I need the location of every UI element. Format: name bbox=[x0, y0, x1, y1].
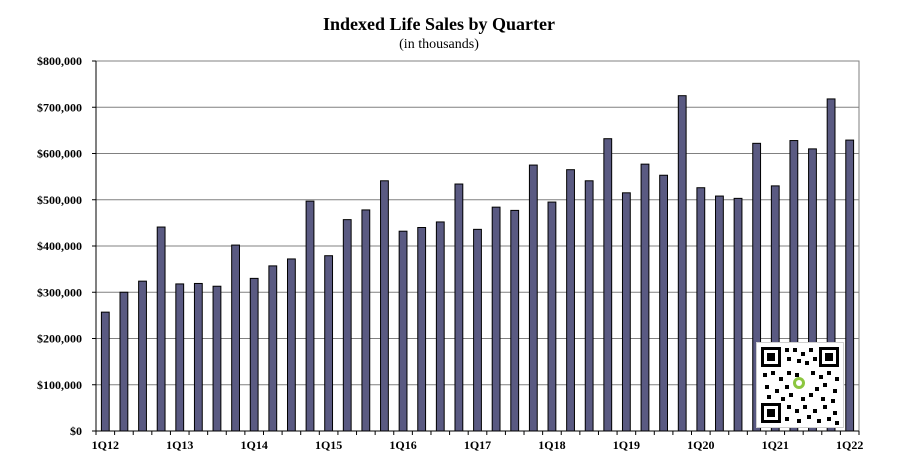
x-tick-label: 1Q22 bbox=[836, 438, 863, 452]
bar-1Q14 bbox=[249, 277, 259, 432]
bar-2Q14 bbox=[268, 265, 278, 432]
x-tick-label: 1Q14 bbox=[241, 438, 268, 452]
bar-2Q19 bbox=[640, 163, 650, 432]
x-tick-label: 1Q18 bbox=[538, 438, 565, 452]
y-tick-label: $800,000 bbox=[37, 54, 82, 68]
x-tick-label: 1Q20 bbox=[687, 438, 714, 452]
bar-3Q14 bbox=[286, 258, 296, 432]
bar-3Q18 bbox=[584, 180, 594, 432]
bar-1Q15 bbox=[324, 255, 334, 432]
bar-3Q13 bbox=[212, 285, 222, 432]
x-tick-label: 1Q12 bbox=[92, 438, 119, 452]
x-tick-label: 1Q21 bbox=[762, 438, 789, 452]
bar-2Q12 bbox=[119, 291, 129, 432]
bar-4Q16 bbox=[454, 183, 464, 432]
bar-3Q16 bbox=[435, 221, 445, 432]
y-tick-label: $0 bbox=[70, 424, 82, 438]
y-tick-label: $100,000 bbox=[37, 378, 82, 392]
y-tick-label: $600,000 bbox=[37, 147, 82, 161]
x-tick-label: 1Q13 bbox=[166, 438, 193, 452]
y-tick-label: $500,000 bbox=[37, 193, 82, 207]
bar-4Q13 bbox=[231, 244, 240, 432]
bar-1Q20 bbox=[696, 187, 706, 432]
bar-1Q17 bbox=[473, 228, 482, 432]
bar-4Q15 bbox=[380, 180, 389, 432]
bar-3Q19 bbox=[659, 174, 669, 432]
bar-2Q18 bbox=[566, 169, 575, 432]
y-tick-label: $200,000 bbox=[37, 332, 82, 346]
bar-3Q17 bbox=[510, 209, 520, 432]
y-tick-label: $400,000 bbox=[37, 239, 82, 253]
bar-2Q20 bbox=[715, 195, 724, 432]
bar-4Q14 bbox=[305, 200, 315, 432]
x-tick-label: 1Q15 bbox=[315, 438, 342, 452]
bar-1Q16 bbox=[398, 230, 408, 432]
x-tick-label: 1Q16 bbox=[389, 438, 416, 452]
bar-3Q15 bbox=[361, 209, 371, 432]
bar-1Q13 bbox=[175, 283, 185, 432]
bar-3Q12 bbox=[138, 280, 147, 432]
bar-2Q13 bbox=[193, 282, 203, 432]
bar-1Q19 bbox=[621, 192, 631, 432]
y-tick-label: $700,000 bbox=[37, 100, 82, 114]
bar-1Q22 bbox=[845, 139, 855, 432]
chart-title: Indexed Life Sales by Quarter bbox=[323, 14, 555, 34]
bar-4Q18 bbox=[603, 138, 613, 432]
bar-4Q19 bbox=[677, 95, 687, 432]
bar-1Q12 bbox=[100, 311, 110, 432]
bar-4Q17 bbox=[528, 164, 538, 432]
bar-1Q18 bbox=[547, 201, 557, 432]
chart-subtitle: (in thousands) bbox=[399, 37, 479, 52]
y-tick-label: $300,000 bbox=[37, 285, 82, 299]
bar-2Q15 bbox=[342, 219, 352, 432]
bar-2Q17 bbox=[491, 206, 501, 432]
bar-3Q20 bbox=[733, 197, 743, 432]
bar-4Q12 bbox=[156, 226, 166, 432]
qr-code-icon bbox=[756, 342, 844, 428]
bar-2Q16 bbox=[417, 227, 427, 432]
x-tick-label: 1Q17 bbox=[464, 438, 491, 452]
x-tick-label: 1Q19 bbox=[613, 438, 640, 452]
